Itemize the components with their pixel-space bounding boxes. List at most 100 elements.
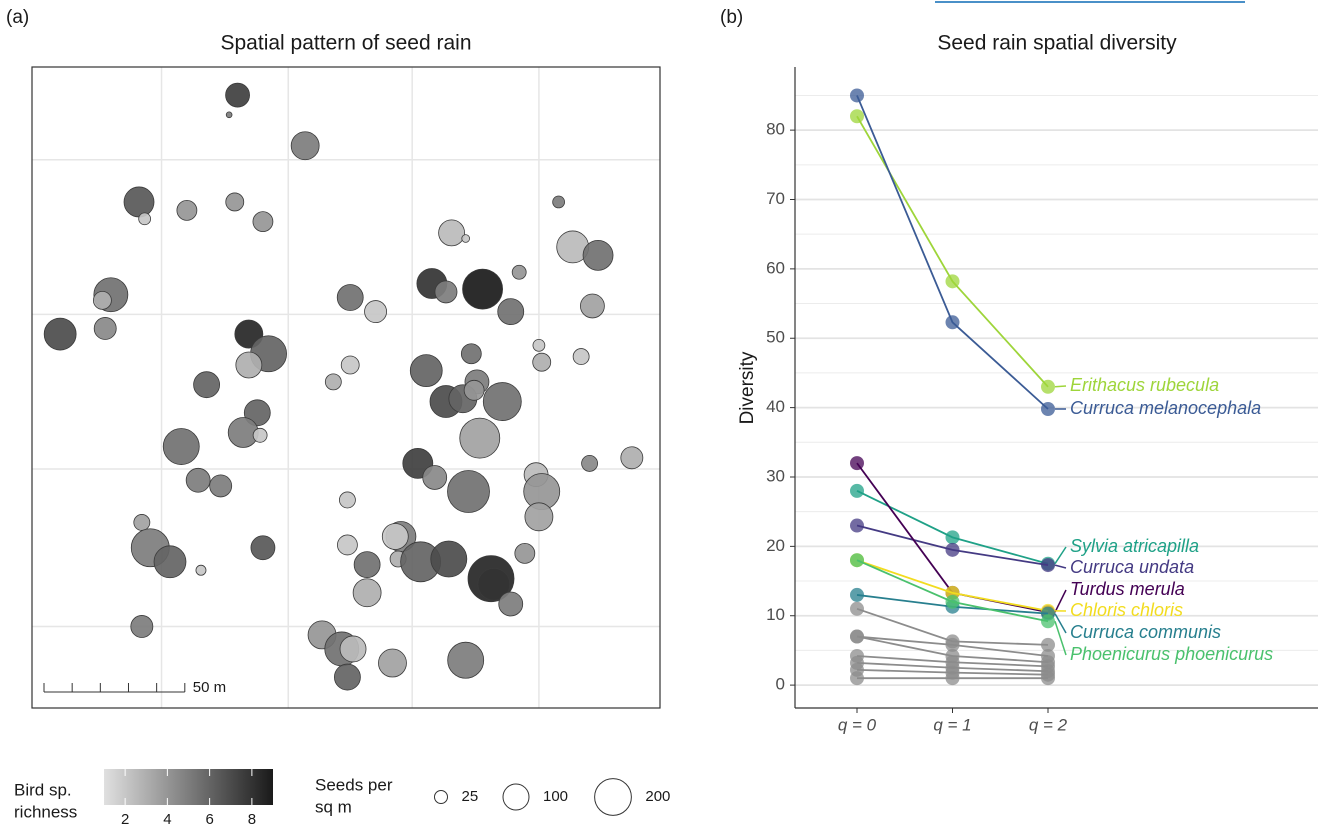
plot-background	[32, 67, 660, 708]
point	[438, 219, 466, 247]
point	[250, 535, 276, 561]
point	[225, 82, 250, 108]
label-leader	[1054, 589, 1067, 613]
label-leader	[1054, 385, 1067, 388]
x-tick-label: q = 1	[933, 715, 971, 734]
point	[580, 293, 605, 319]
panel-label: (a)	[6, 7, 29, 28]
colorbar-tick-label: 8	[248, 811, 256, 828]
point	[462, 268, 503, 310]
point	[850, 456, 864, 471]
point	[409, 354, 443, 388]
point	[514, 542, 536, 564]
point	[460, 343, 482, 365]
point	[123, 186, 155, 218]
colorbar	[104, 769, 273, 805]
y-axis-label: Diversity	[737, 351, 758, 424]
point	[850, 88, 864, 103]
point	[1041, 671, 1055, 686]
point	[498, 591, 524, 617]
series-label: Curruca undata	[1070, 557, 1194, 577]
point	[235, 351, 263, 379]
point	[381, 523, 409, 550]
point	[850, 587, 864, 602]
point	[338, 491, 356, 509]
point	[850, 483, 864, 498]
point	[133, 514, 151, 531]
point	[193, 371, 221, 399]
point	[290, 131, 320, 161]
point	[195, 564, 207, 576]
point	[850, 518, 864, 533]
size-legend-key	[594, 778, 632, 816]
point	[138, 212, 152, 226]
point	[1041, 637, 1055, 652]
point	[162, 428, 200, 465]
point	[532, 352, 552, 372]
point	[572, 348, 590, 365]
colorbar-tick-label: 6	[205, 811, 213, 828]
point	[1041, 402, 1055, 417]
point	[434, 280, 458, 304]
x-tick-label: q = 0	[838, 715, 877, 734]
point	[1041, 558, 1055, 573]
point	[945, 637, 960, 652]
point	[850, 601, 864, 616]
point	[477, 567, 511, 601]
point	[850, 629, 864, 644]
legend-title: richness	[14, 802, 77, 821]
chart-title: Seed rain spatial diversity	[937, 32, 1177, 55]
size-legend-label: 200	[645, 788, 670, 805]
point	[185, 467, 211, 493]
colorbar-tick-label: 2	[121, 811, 129, 828]
point	[945, 274, 960, 289]
point	[130, 615, 154, 638]
x-tick-label: q = 2	[1029, 715, 1068, 734]
point	[1041, 614, 1055, 629]
point	[945, 542, 960, 557]
series-label: Curruca melanocephala	[1070, 398, 1261, 418]
point	[378, 648, 407, 678]
y-tick-label: 60	[766, 258, 785, 277]
series-line	[856, 115, 1049, 388]
series-label: Curruca communis	[1070, 622, 1221, 642]
point	[552, 195, 565, 209]
label-leader	[1054, 564, 1067, 569]
point	[945, 315, 960, 330]
point	[252, 427, 268, 443]
label-leader	[1054, 613, 1067, 634]
size-legend-label: 100	[543, 788, 568, 805]
point	[620, 446, 644, 470]
size-legend-label: 25	[462, 788, 479, 805]
y-tick-label: 40	[766, 397, 785, 416]
y-tick-label: 50	[766, 328, 785, 347]
point	[92, 290, 112, 310]
legend-title: Bird sp.	[14, 780, 72, 799]
point	[850, 553, 864, 568]
scale-label: 50 m	[193, 679, 226, 696]
point	[524, 502, 554, 532]
series-label: Turdus merula	[1070, 579, 1185, 599]
y-tick-label: 20	[766, 536, 785, 555]
label-leader	[1054, 546, 1067, 565]
point	[532, 338, 546, 352]
point	[461, 234, 470, 243]
point	[225, 192, 245, 212]
y-tick-label: 70	[766, 189, 785, 208]
point	[482, 382, 522, 421]
point	[511, 264, 527, 280]
y-tick-label: 30	[766, 466, 785, 485]
point	[422, 465, 448, 490]
legend-title: sq m	[315, 797, 352, 816]
point	[459, 417, 501, 459]
size-legend-key	[502, 783, 530, 811]
point	[945, 594, 960, 609]
series-line	[856, 95, 1049, 410]
chart-title: Spatial pattern of seed rain	[221, 32, 472, 55]
y-tick-label: 10	[766, 605, 785, 624]
point	[447, 470, 490, 513]
point	[324, 373, 342, 391]
plot-border	[31, 66, 661, 709]
point	[581, 454, 599, 472]
